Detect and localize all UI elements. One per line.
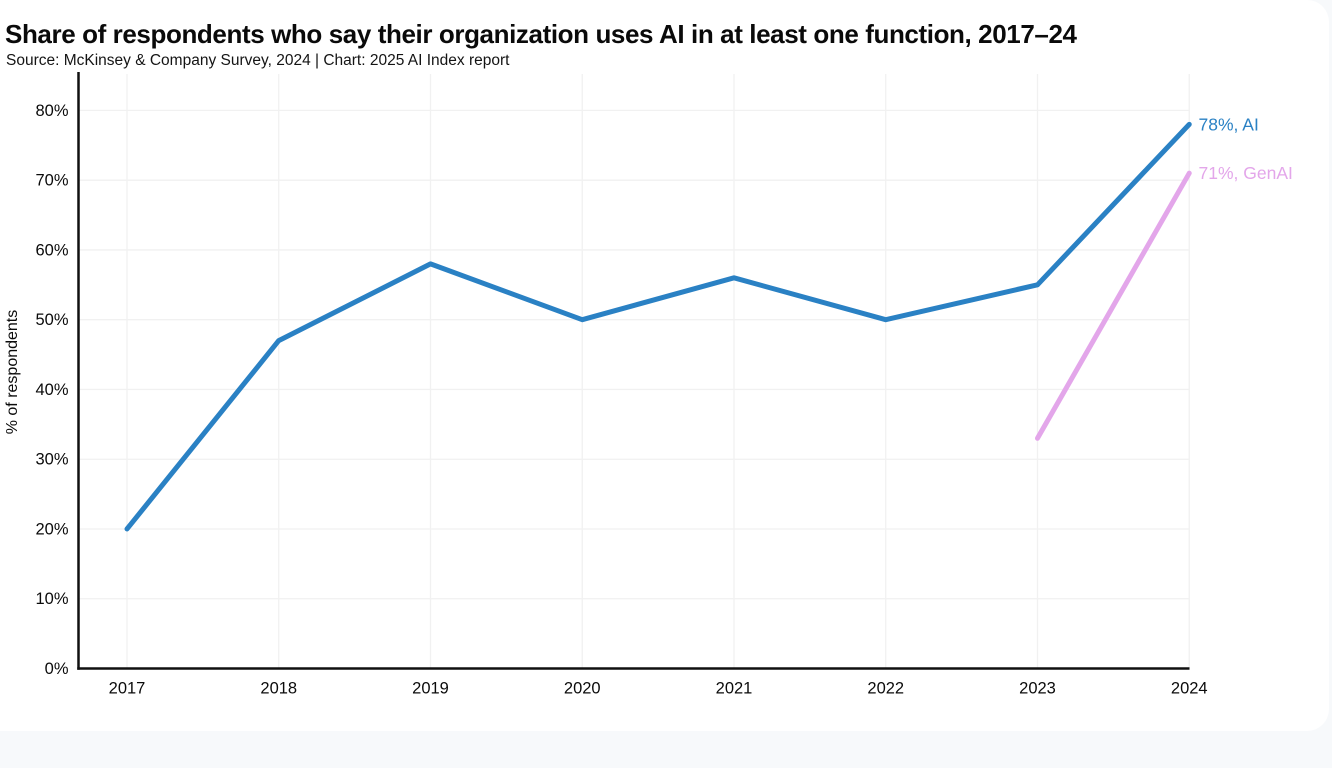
y-tick-label: 80%: [35, 102, 68, 120]
x-tick-label: 2021: [716, 680, 753, 698]
chart-title: Share of respondents who say their organ…: [5, 19, 1077, 49]
ai-series-label: 78%, AI: [1199, 114, 1259, 134]
y-tick-label: 70%: [35, 172, 68, 190]
x-tick-label: 2023: [1019, 680, 1056, 698]
ai-line: [124, 121, 1192, 532]
y-tick-label: 50%: [35, 311, 68, 329]
x-tick-label: 2017: [109, 680, 146, 698]
x-tick-label: 2024: [1171, 680, 1208, 698]
y-axis-title: % of respondents: [4, 310, 21, 435]
y-tick-label: 20%: [35, 520, 68, 538]
genai-line: [1035, 170, 1192, 441]
y-tick-label: 40%: [35, 381, 68, 399]
line-chart: 0% 10% 20% 30% 40% 50% 60% 70% 80% 2017 2018 2019 20…: [4, 72, 1293, 698]
y-tick-label: 60%: [35, 241, 68, 259]
y-tick-label: 10%: [35, 590, 68, 608]
chart-source: Source: McKinsey & Company Survey, 2024 …: [6, 52, 510, 69]
x-tick-label: 2019: [412, 680, 449, 698]
x-tick-label: 2022: [867, 680, 904, 698]
x-tick-label: 2018: [260, 680, 297, 698]
y-tick-label: 30%: [35, 451, 68, 469]
chart-card: Share of respondents who say their organ…: [4, 19, 1293, 698]
y-tick-label: 0%: [45, 660, 69, 678]
x-tick-label: 2020: [564, 680, 601, 698]
genai-series-label: 71%, GenAI: [1199, 163, 1293, 183]
